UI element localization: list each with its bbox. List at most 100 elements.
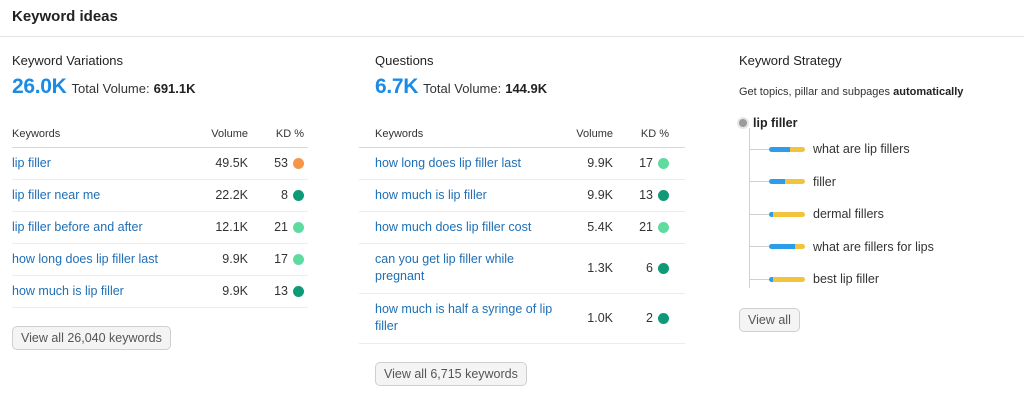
kd-difficulty-dot-icon bbox=[658, 221, 669, 233]
col-header-keywords[interactable]: Keywords bbox=[12, 121, 198, 148]
view-all-strategy-button[interactable]: View all bbox=[739, 308, 800, 332]
volume-cell: 9.9K bbox=[559, 179, 613, 212]
bar-segment-yellow bbox=[794, 244, 805, 249]
kd-value: 2 bbox=[646, 311, 653, 325]
tree-branch-line bbox=[749, 278, 769, 280]
questions-metric: 6.7K Total Volume: 144.9K bbox=[359, 75, 685, 109]
root-node-icon bbox=[739, 119, 747, 127]
bar-segment-yellow bbox=[773, 211, 805, 217]
topic-mix-bar bbox=[769, 146, 805, 152]
kd-cell: 2 bbox=[613, 311, 669, 325]
variations-count[interactable]: 26.0K bbox=[12, 75, 67, 98]
tree-item-label: best lip filler bbox=[813, 272, 879, 286]
kd-cell: 13 bbox=[248, 284, 304, 298]
variations-table: Keywords Volume KD % lip filler 49.5K 53 li… bbox=[12, 121, 308, 308]
strategy-desc-text: Get topics, pillar and subpages bbox=[739, 86, 891, 98]
bar-segment-blue bbox=[769, 276, 774, 282]
kd-value: 21 bbox=[274, 220, 288, 234]
bar-segment-yellow bbox=[789, 146, 805, 152]
bar-segment-blue bbox=[769, 179, 786, 184]
strategy-tree: lip filler what are lip fillers filler der… bbox=[739, 116, 1009, 326]
keyword-link[interactable]: how much does lip filler cost bbox=[375, 219, 532, 234]
bar-segment-yellow bbox=[773, 276, 805, 282]
strategy-desc-bold: automatically bbox=[893, 86, 964, 98]
questions-title: Questions bbox=[375, 53, 434, 68]
table-row: lip filler near me 22.2K 8 bbox=[12, 179, 308, 212]
volume-cell: 5.4K bbox=[559, 211, 613, 244]
table-row: how long does lip filler last 9.9K 17 bbox=[359, 147, 685, 180]
tree-item[interactable]: best lip filler bbox=[749, 269, 879, 289]
tree-branch-line bbox=[749, 148, 769, 150]
col-header-keywords[interactable]: Keywords bbox=[359, 121, 559, 148]
tree-branch-line bbox=[749, 213, 769, 215]
table-row: lip filler before and after 12.1K 21 bbox=[12, 211, 308, 244]
kd-cell: 17 bbox=[248, 252, 304, 266]
kd-cell: 6 bbox=[613, 261, 669, 275]
kd-value: 17 bbox=[639, 156, 653, 170]
tree-item[interactable]: what are fillers for lips bbox=[749, 237, 934, 257]
kd-cell: 21 bbox=[248, 220, 304, 234]
topic-mix-bar bbox=[769, 211, 805, 217]
table-row: how long does lip filler last 9.9K 17 bbox=[12, 243, 308, 276]
volume-cell: 9.9K bbox=[198, 243, 248, 276]
col-header-kd[interactable]: KD % bbox=[613, 121, 685, 148]
strategy-title: Keyword Strategy bbox=[739, 53, 842, 68]
tree-item-label: what are fillers for lips bbox=[813, 239, 934, 254]
kd-value: 6 bbox=[646, 261, 653, 275]
keyword-link[interactable]: how much is lip filler bbox=[375, 187, 487, 202]
table-row: how much does lip filler cost 5.4K 21 bbox=[359, 211, 685, 244]
kd-difficulty-dot-icon bbox=[293, 157, 304, 169]
table-row: how much is half a syringe of lip filler… bbox=[359, 293, 685, 344]
bar-segment-blue bbox=[769, 146, 790, 152]
keyword-link[interactable]: how much is half a syringe of lip filler bbox=[375, 302, 553, 333]
kd-cell: 21 bbox=[613, 220, 669, 234]
questions-count[interactable]: 6.7K bbox=[375, 75, 419, 98]
keyword-link[interactable]: can you get lip filler while pregnant bbox=[375, 252, 514, 283]
view-all-questions-button[interactable]: View all 6,715 keywords bbox=[375, 361, 527, 386]
bar-segment-blue bbox=[769, 244, 795, 249]
questions-table: Keywords Volume KD % how long does lip f… bbox=[359, 121, 685, 344]
volume-cell: 1.3K bbox=[559, 243, 613, 294]
tree-item[interactable]: dermal fillers bbox=[749, 204, 884, 224]
table-row: can you get lip filler while pregnant 1.3… bbox=[359, 243, 685, 294]
kd-difficulty-dot-icon bbox=[293, 189, 304, 201]
keyword-link[interactable]: how long does lip filler last bbox=[375, 155, 521, 170]
kd-cell: 8 bbox=[248, 188, 304, 202]
view-all-variations-button[interactable]: View all 26,040 keywords bbox=[12, 325, 171, 350]
table-row: lip filler 49.5K 53 bbox=[12, 147, 308, 180]
tree-item[interactable]: filler bbox=[749, 172, 836, 192]
topic-mix-bar bbox=[769, 276, 805, 282]
kd-value: 13 bbox=[639, 188, 653, 202]
bar-segment-yellow bbox=[785, 179, 805, 184]
variations-total-label: Total Volume: bbox=[71, 81, 150, 96]
kd-difficulty-dot-icon bbox=[658, 189, 669, 201]
kd-difficulty-dot-icon bbox=[293, 285, 304, 297]
kd-difficulty-dot-icon bbox=[293, 221, 304, 233]
keyword-link[interactable]: how long does lip filler last bbox=[12, 251, 158, 266]
kd-cell: 17 bbox=[613, 156, 669, 170]
strategy-description: Get topics, pillar and subpages automati… bbox=[739, 86, 1009, 98]
tree-item-label: what are lip fillers bbox=[813, 142, 910, 156]
tree-item-label: filler bbox=[813, 174, 836, 189]
kd-value: 8 bbox=[281, 188, 288, 202]
tree-item[interactable]: what are lip fillers bbox=[749, 139, 910, 159]
volume-cell: 22.2K bbox=[198, 179, 248, 212]
tree-connector-line bbox=[749, 128, 750, 288]
col-header-volume[interactable]: Volume bbox=[559, 121, 613, 148]
kd-difficulty-dot-icon bbox=[658, 312, 669, 324]
tree-root[interactable]: lip filler bbox=[739, 116, 797, 130]
questions-total-value: 144.9K bbox=[505, 81, 548, 96]
kd-value: 53 bbox=[274, 156, 288, 170]
keyword-link[interactable]: lip filler near me bbox=[12, 187, 101, 202]
topic-mix-bar bbox=[769, 179, 805, 184]
kd-difficulty-dot-icon bbox=[658, 262, 669, 274]
col-header-volume[interactable]: Volume bbox=[198, 121, 248, 148]
col-header-kd[interactable]: KD % bbox=[248, 121, 308, 148]
tree-branch-line bbox=[749, 181, 769, 182]
variations-title: Keyword Variations bbox=[12, 53, 124, 68]
keyword-link[interactable]: lip filler bbox=[12, 155, 51, 170]
keyword-link[interactable]: lip filler before and after bbox=[12, 219, 143, 234]
keyword-strategy-panel: Keyword Strategy Get topics, pillar and … bbox=[739, 50, 1009, 332]
page-header: Keyword ideas bbox=[0, 0, 1024, 37]
keyword-link[interactable]: how much is lip filler bbox=[12, 283, 124, 298]
